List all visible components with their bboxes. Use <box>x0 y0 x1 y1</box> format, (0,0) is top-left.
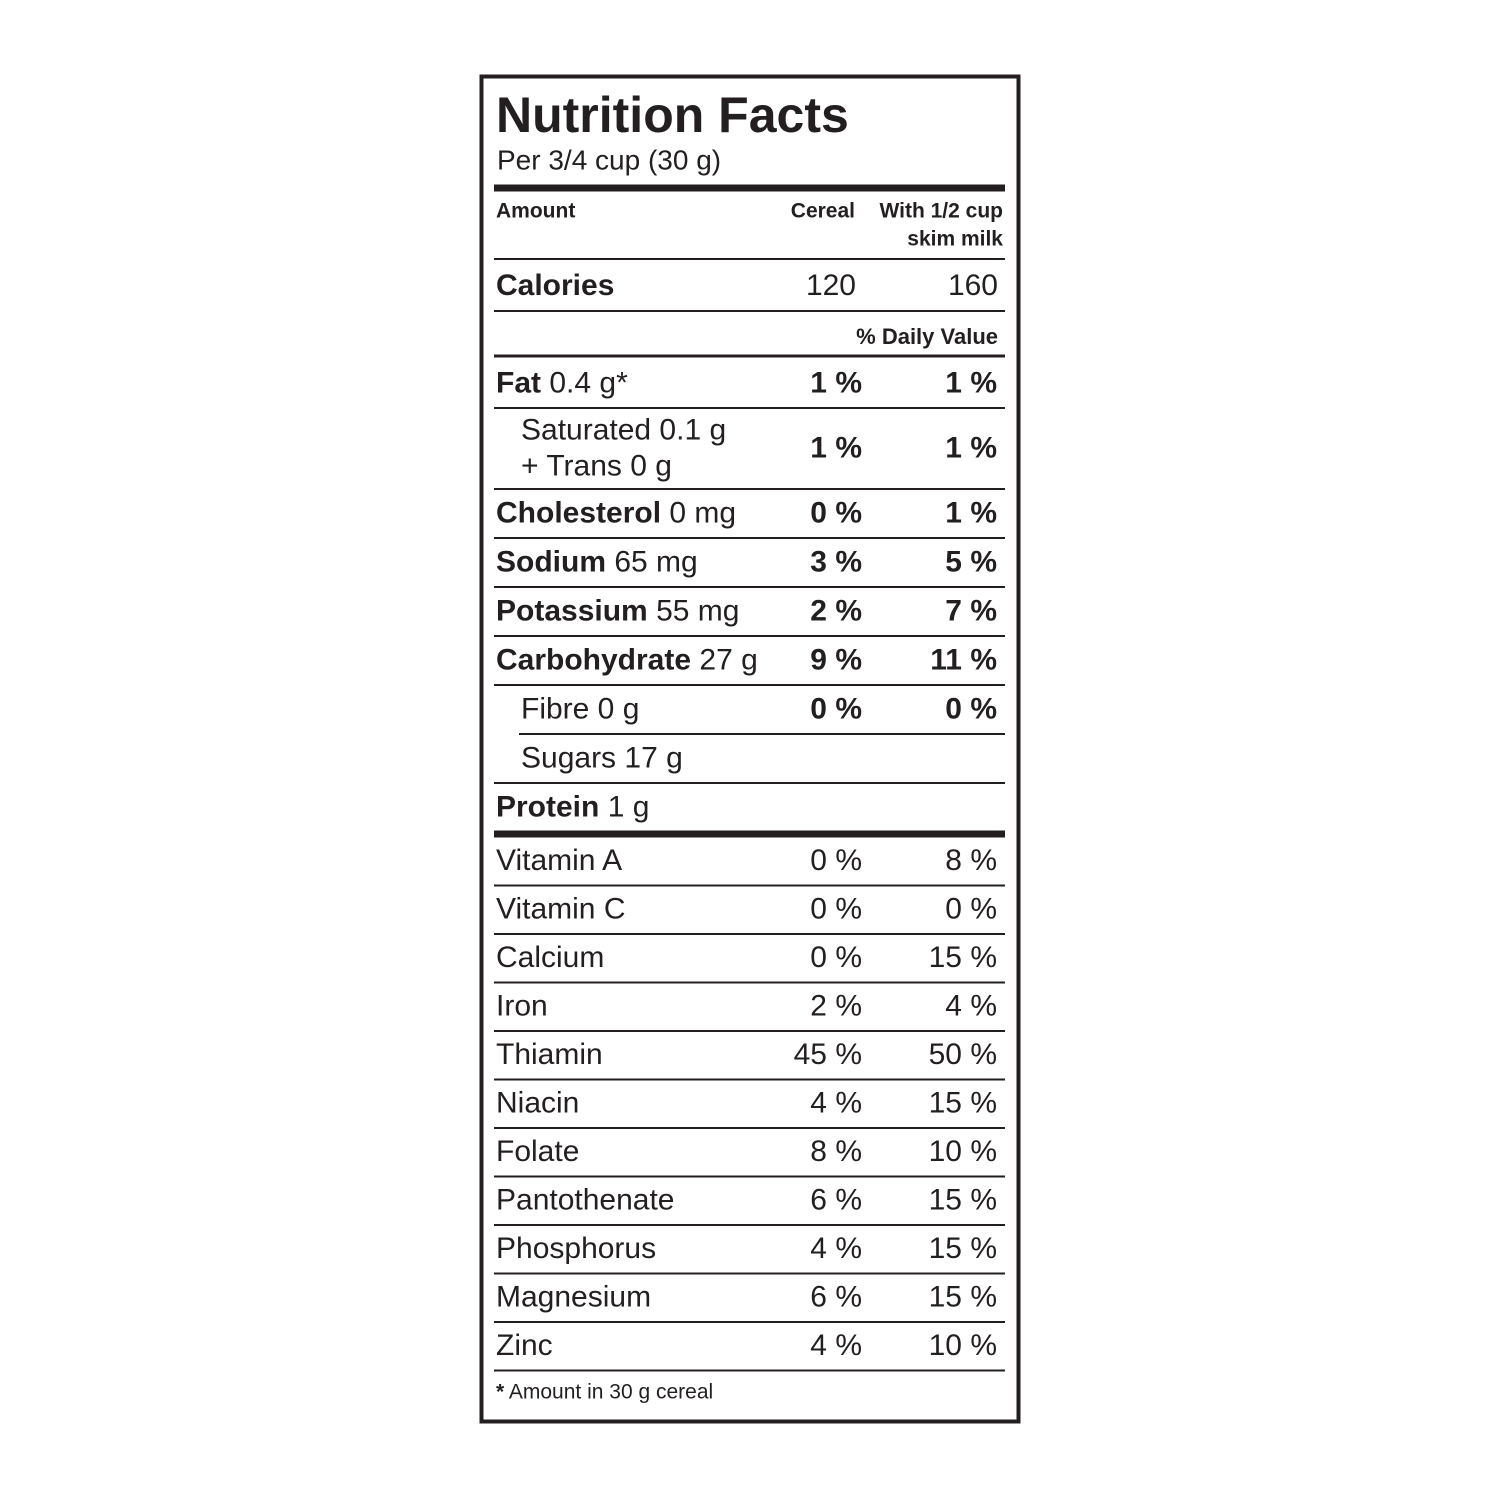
milk-percent: 15 % <box>929 1184 997 1217</box>
cereal-percent: 2 % <box>810 990 862 1023</box>
nutrient-name: Fat <box>496 366 541 399</box>
cereal-percent: 2 % <box>810 594 862 627</box>
cereal-percent: 0 % <box>810 844 862 877</box>
milk-percent: 15 % <box>929 1087 997 1120</box>
label-title: Nutrition Facts <box>496 87 849 143</box>
nutrient-amount: 55 mg <box>656 594 739 627</box>
rows: Fat 0.4 g* 1 % 1 % Saturated 0.1 g+ Trans 0… <box>494 366 1005 1403</box>
nutrient-label: Sugars 17 g <box>521 741 683 774</box>
vitamin-name: Thiamin <box>496 1038 603 1071</box>
cereal-percent: 6 % <box>810 1281 862 1314</box>
milk-percent: 50 % <box>929 1038 997 1071</box>
vitamin-name: Niacin <box>496 1087 579 1120</box>
nutrient-label: Sodium 65 mg <box>496 545 698 578</box>
milk-percent: 15 % <box>929 941 997 974</box>
milk-percent: 5 % <box>945 545 997 578</box>
label-border <box>479 74 1021 1424</box>
header-milk: skim milk <box>907 228 1003 251</box>
nutrient-name: Carbohydrate <box>496 643 691 676</box>
vitamin-name: Magnesium <box>496 1281 651 1314</box>
nutrient-label: Potassium 55 mg <box>496 594 739 627</box>
milk-percent: 10 % <box>929 1329 997 1362</box>
vitamin-name: Vitamin C <box>496 893 626 926</box>
nutrient-label: Protein 1 g <box>496 790 649 823</box>
milk-percent: 1 % <box>945 431 997 464</box>
cereal-percent: 0 % <box>810 496 862 529</box>
vitamin-name: Zinc <box>496 1329 553 1362</box>
milk-percent: 0 % <box>945 692 997 725</box>
vitamin-name: Folate <box>496 1135 579 1168</box>
cereal-percent: 9 % <box>810 643 862 676</box>
cereal-percent: 8 % <box>810 1135 862 1168</box>
footnote-mark: * <box>496 1380 505 1403</box>
nutrient-amount: 0.4 g* <box>549 366 628 399</box>
cereal-percent: 4 % <box>810 1232 862 1265</box>
footnote-text: Amount in 30 g cereal <box>509 1380 713 1403</box>
cereal-percent: 0 % <box>810 893 862 926</box>
nutrient-amount: 65 mg <box>614 545 697 578</box>
nutrient-amount: + Trans 0 g <box>521 449 672 482</box>
nutrient-label: Cholesterol 0 mg <box>496 496 736 529</box>
calories-cereal: 120 <box>806 269 856 302</box>
header-amount: Amount <box>496 200 575 223</box>
vitamin-name: Pantothenate <box>496 1184 675 1217</box>
nutrient-name: Protein <box>496 790 599 823</box>
milk-percent: 1 % <box>945 366 997 399</box>
milk-percent: 15 % <box>929 1281 997 1314</box>
nutrient-amount: 0 mg <box>669 496 736 529</box>
header-cereal: Cereal <box>791 200 855 223</box>
nutrient-amount: Sugars 17 g <box>521 741 683 774</box>
cereal-percent: 6 % <box>810 1184 862 1217</box>
cereal-percent: 4 % <box>810 1087 862 1120</box>
nutrient-amount: 27 g <box>699 643 757 676</box>
header-milk: With 1/2 cup <box>880 200 1004 223</box>
calories-label: Calories <box>496 269 614 302</box>
cereal-percent: 0 % <box>810 692 862 725</box>
cereal-percent: 1 % <box>810 366 862 399</box>
vitamin-name: Phosphorus <box>496 1232 656 1265</box>
vitamin-name: Vitamin A <box>496 844 622 877</box>
milk-percent: 15 % <box>929 1232 997 1265</box>
nutrient-label: Fat 0.4 g* <box>496 366 628 399</box>
nutrient-amount: 1 g <box>608 790 650 823</box>
footnote: * Amount in 30 g cereal <box>496 1380 713 1403</box>
milk-percent: 0 % <box>945 893 997 926</box>
cereal-percent: 1 % <box>810 431 862 464</box>
milk-percent: 7 % <box>945 594 997 627</box>
nutrient-amount: Fibre 0 g <box>521 692 639 725</box>
nutrient-label: Saturated 0.1 g <box>521 413 726 446</box>
nutrient-label: Fibre 0 g <box>521 692 639 725</box>
milk-percent: 4 % <box>945 990 997 1023</box>
daily-value-heading: % Daily Value <box>856 324 998 349</box>
nutrient-name: Cholesterol <box>496 496 661 529</box>
cereal-percent: 3 % <box>810 545 862 578</box>
cereal-percent: 4 % <box>810 1329 862 1362</box>
nutrient-label: Carbohydrate 27 g <box>496 643 758 676</box>
nutrient-name: Sodium <box>496 545 606 578</box>
nutrient-amount: Saturated 0.1 g <box>521 413 726 446</box>
nutrient-name: Potassium <box>496 594 648 627</box>
milk-percent: 1 % <box>945 496 997 529</box>
vitamin-name: Iron <box>496 990 548 1023</box>
milk-percent: 11 % <box>930 643 997 676</box>
vitamin-name: Calcium <box>496 941 604 974</box>
nutrient-label: + Trans 0 g <box>521 449 672 482</box>
cereal-percent: 45 % <box>794 1038 862 1071</box>
serving-size: Per 3/4 cup (30 g) <box>497 144 721 175</box>
calories-milk: 160 <box>948 269 998 302</box>
milk-percent: 8 % <box>945 844 997 877</box>
cereal-percent: 0 % <box>810 941 862 974</box>
milk-percent: 10 % <box>929 1135 997 1168</box>
